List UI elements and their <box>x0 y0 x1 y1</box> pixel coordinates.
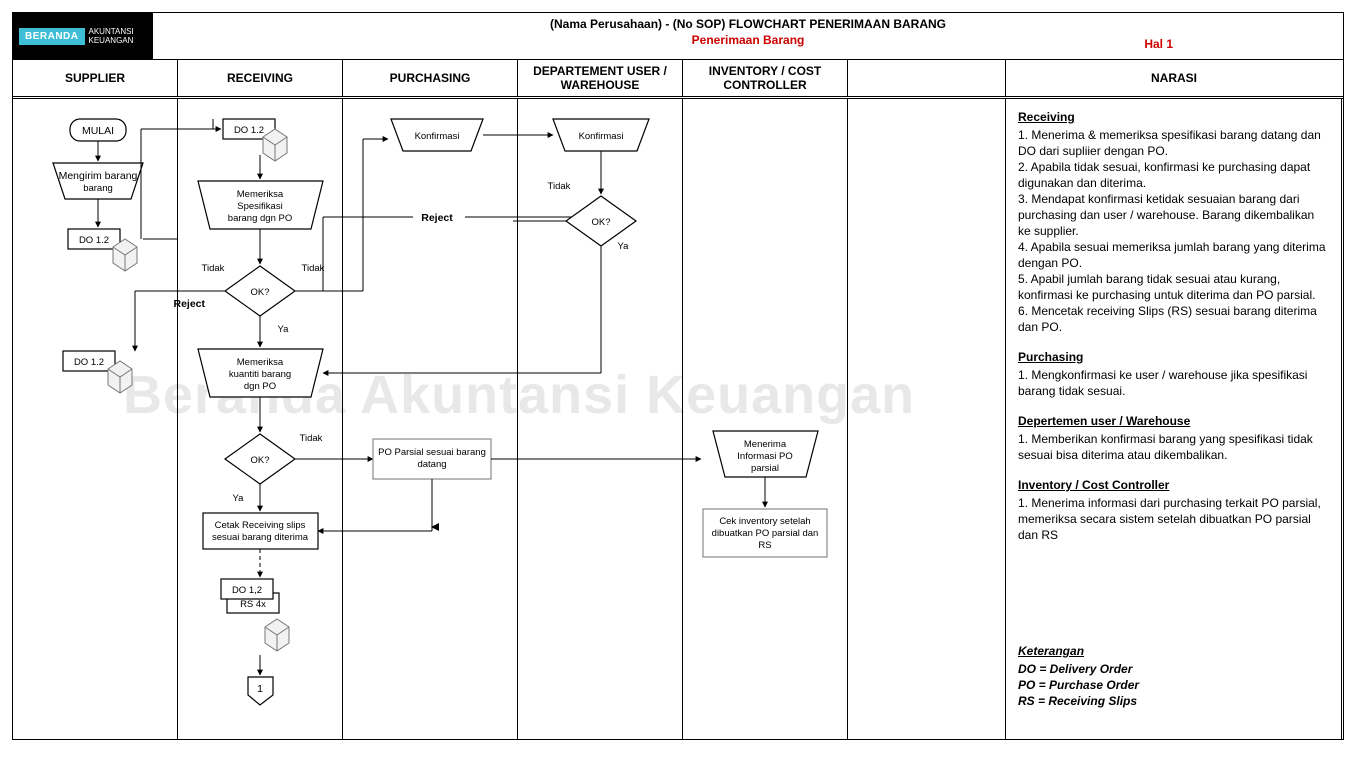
svg-text:Informasi PO: Informasi PO <box>737 451 792 462</box>
title-cell: (Nama Perusahaan) - (No SOP) FLOWCHART P… <box>153 13 1343 59</box>
page-frame: BERANDA AKUNTANSI KEUANGAN (Nama Perusah… <box>12 12 1344 740</box>
svg-text:DO 1,2: DO 1,2 <box>232 585 262 596</box>
svg-text:Memeriksa: Memeriksa <box>237 189 284 200</box>
svg-text:Tidak: Tidak <box>302 263 325 274</box>
logo-line2: KEUANGAN <box>89 36 134 45</box>
col-supplier: SUPPLIER <box>13 60 178 96</box>
logo-line1: AKUNTANSI <box>89 27 134 36</box>
svg-text:barang dgn PO: barang dgn PO <box>228 213 292 224</box>
narasi-purchasing-title: Purchasing <box>1018 349 1329 365</box>
col-deptuser: DEPARTEMENT USER / WAREHOUSE <box>518 60 683 96</box>
narasi-receiving-1: 1. Menerima & memeriksa spesifikasi bara… <box>1018 127 1329 159</box>
svg-text:sesuai barang diterima: sesuai barang diterima <box>212 532 309 543</box>
svg-text:Menerima: Menerima <box>744 439 787 450</box>
narasi-receiving-2: 2. Apabila tidak sesuai, konfirmasi ke p… <box>1018 159 1329 191</box>
col-receiving: RECEIVING <box>178 60 343 96</box>
swimlane-body: Beranda Akuntansi Keuangan Receiving 1. … <box>13 99 1343 739</box>
svg-text:Tidak: Tidak <box>300 433 323 444</box>
svg-text:1: 1 <box>257 683 263 695</box>
svg-text:DO 1.2: DO 1.2 <box>74 357 104 368</box>
narasi-inventory-1: 1. Menerima informasi dari purchasing te… <box>1018 495 1329 543</box>
lane-narasi: Receiving 1. Menerima & memeriksa spesif… <box>1006 99 1342 739</box>
svg-text:RS: RS <box>758 540 771 551</box>
logo: BERANDA AKUNTANSI KEUANGAN <box>13 13 153 59</box>
svg-text:Spesifikasi: Spesifikasi <box>237 201 282 212</box>
col-narasi: NARASI <box>1006 60 1342 96</box>
narasi-receiving-6: 6. Mencetak receiving Slips (RS) sesuai … <box>1018 303 1329 335</box>
svg-text:OK?: OK? <box>250 287 269 298</box>
svg-text:parsial: parsial <box>751 463 779 474</box>
svg-text:Mengirim barang: Mengirim barang <box>59 170 138 182</box>
svg-text:RS 4x: RS 4x <box>240 599 266 610</box>
narasi-inventory-title: Inventory / Cost Controller <box>1018 477 1329 493</box>
svg-text:MULAI: MULAI <box>82 125 114 137</box>
svg-text:dibuatkan PO parsial dan: dibuatkan PO parsial dan <box>712 528 819 539</box>
narasi-ket-3: RS = Receiving Slips <box>1018 693 1329 709</box>
narasi-receiving-4: 4. Apabila sesuai memeriksa jumlah baran… <box>1018 239 1329 271</box>
flowchart-svg: MULAI Mengirim barang barang DO 1.2 DO 1… <box>13 99 848 739</box>
svg-text:Tidak: Tidak <box>548 181 571 192</box>
col-purchasing: PURCHASING <box>343 60 518 96</box>
svg-text:Ya: Ya <box>278 324 290 335</box>
svg-text:Cetak Receiving slips: Cetak Receiving slips <box>215 520 306 531</box>
narasi-ket-2: PO = Purchase Order <box>1018 677 1329 693</box>
column-headers: SUPPLIER RECEIVING PURCHASING DEPARTEMEN… <box>13 60 1343 99</box>
col-spacer <box>848 60 1006 96</box>
narasi-ket-1: DO = Delivery Order <box>1018 661 1329 677</box>
svg-text:Ya: Ya <box>618 241 630 252</box>
svg-text:OK?: OK? <box>591 217 610 228</box>
narasi-body: Receiving 1. Menerima & memeriksa spesif… <box>1006 99 1341 733</box>
svg-text:DO 1.2: DO 1.2 <box>79 235 109 246</box>
narasi-dept-title: Depertemen user / Warehouse <box>1018 413 1329 429</box>
svg-text:Cek inventory setelah: Cek inventory setelah <box>719 516 810 527</box>
narasi-purchasing-1: 1. Mengkonfirmasi ke user / warehouse ji… <box>1018 367 1329 399</box>
svg-text:barang: barang <box>83 183 113 194</box>
svg-text:PO Parsial sesuai barang: PO Parsial sesuai barang <box>378 447 486 458</box>
narasi-ket-title: Keterangan <box>1018 643 1329 659</box>
col-inventory: INVENTORY / COST CONTROLLER <box>683 60 848 96</box>
lane-spacer <box>848 99 1006 739</box>
narasi-dept-1: 1. Memberikan konfirmasi barang yang spe… <box>1018 431 1329 463</box>
svg-text:Konfirmasi: Konfirmasi <box>415 131 460 142</box>
svg-text:Tidak: Tidak <box>202 263 225 274</box>
logo-badge: BERANDA <box>19 28 85 45</box>
title-main: (Nama Perusahaan) - (No SOP) FLOWCHART P… <box>153 17 1343 31</box>
svg-text:kuantiti barang: kuantiti barang <box>229 369 291 380</box>
svg-text:datang: datang <box>417 459 446 470</box>
header: BERANDA AKUNTANSI KEUANGAN (Nama Perusah… <box>13 13 1343 60</box>
svg-text:Memeriksa: Memeriksa <box>237 357 284 368</box>
title-page: Hal 1 <box>1144 37 1173 51</box>
svg-text:OK?: OK? <box>250 455 269 466</box>
narasi-receiving-3: 3. Mendapat konfirmasi ketidak sesuaian … <box>1018 191 1329 239</box>
svg-text:Ya: Ya <box>233 493 245 504</box>
narasi-receiving-title: Receiving <box>1018 109 1329 125</box>
svg-text:DO 1.2: DO 1.2 <box>234 125 264 136</box>
svg-text:Reject: Reject <box>173 298 205 310</box>
svg-text:dgn PO: dgn PO <box>244 381 276 392</box>
narasi-receiving-5: 5. Apabil jumlah barang tidak sesuai ata… <box>1018 271 1329 303</box>
svg-text:Konfirmasi: Konfirmasi <box>579 131 624 142</box>
logo-text: AKUNTANSI KEUANGAN <box>89 27 134 45</box>
svg-text:Reject: Reject <box>421 212 453 224</box>
